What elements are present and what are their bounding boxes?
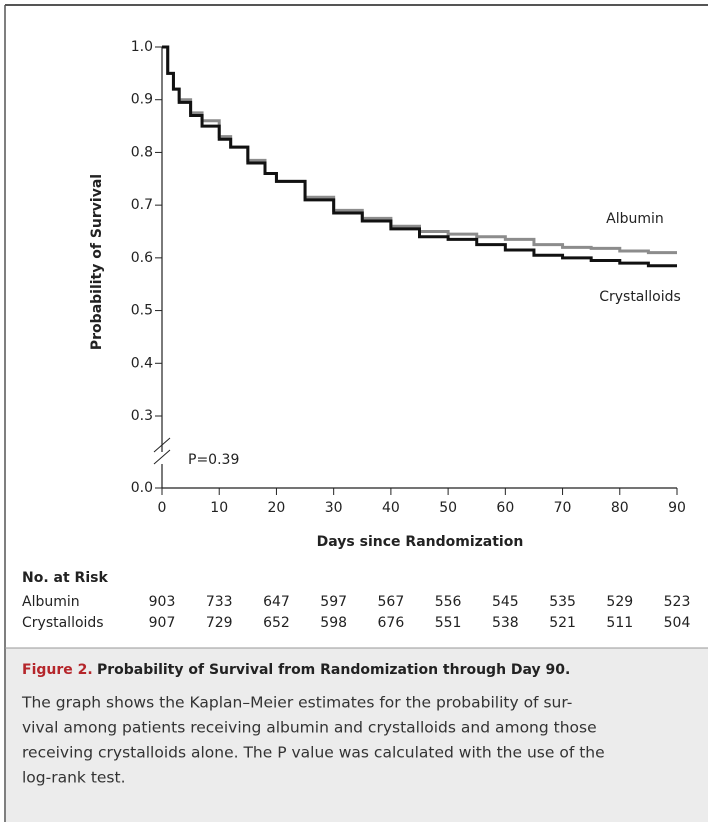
caption-label: Figure 2.	[22, 662, 93, 678]
y-tick-label: 0.7	[131, 197, 153, 213]
risk-value: 652	[263, 615, 290, 631]
axis-break	[153, 437, 171, 453]
y-tick-label: 0.0	[131, 480, 153, 496]
x-tick-label: 20	[268, 500, 286, 516]
caption-text: vival among patients receiving albumin a…	[22, 719, 597, 737]
x-tick-label: 90	[668, 500, 686, 516]
x-tick-label: 0	[158, 500, 167, 516]
risk-value: 545	[492, 594, 519, 610]
risk-value: 523	[664, 594, 691, 610]
risk-row-name: Albumin	[22, 594, 80, 610]
risk-value: 733	[206, 594, 233, 610]
caption-box	[6, 648, 708, 822]
x-tick-label: 70	[554, 500, 572, 516]
risk-value: 511	[606, 615, 633, 631]
risk-title: No. at Risk	[22, 570, 108, 586]
series-label: Crystalloids	[599, 289, 681, 305]
y-tick-label: 0.4	[131, 355, 153, 371]
caption-title: Probability of Survival from Randomizati…	[97, 662, 570, 678]
y-tick-label: 0.9	[131, 92, 153, 108]
risk-value: 729	[206, 615, 233, 631]
risk-value: 567	[378, 594, 405, 610]
risk-value: 504	[664, 615, 691, 631]
survival-curve	[162, 45, 677, 255]
risk-value: 529	[606, 594, 633, 610]
y-tick-label: 0.6	[131, 250, 153, 266]
caption-text: receiving crystalloids alone. The P valu…	[22, 744, 605, 762]
risk-value: 551	[435, 615, 462, 631]
risk-value: 521	[549, 615, 576, 631]
risk-value: 538	[492, 615, 519, 631]
p-value: P=0.39	[188, 452, 239, 468]
y-axis-title: Probability of Survival	[89, 174, 105, 350]
x-tick-label: 50	[439, 500, 457, 516]
survival-curve	[162, 45, 677, 268]
caption-text: log-rank test.	[22, 769, 126, 787]
axis-break	[153, 449, 171, 465]
x-tick-label: 40	[382, 500, 400, 516]
risk-value: 647	[263, 594, 290, 610]
risk-value: 597	[320, 594, 347, 610]
x-tick-label: 60	[496, 500, 514, 516]
risk-value: 598	[320, 615, 347, 631]
y-tick-label: 0.3	[131, 408, 153, 424]
caption-text: The graph shows the Kaplan–Meier estimat…	[21, 694, 572, 712]
y-tick-label: 1.0	[131, 39, 153, 55]
x-tick-label: 30	[325, 500, 343, 516]
risk-row-name: Crystalloids	[22, 615, 104, 631]
x-tick-label: 80	[611, 500, 629, 516]
series-label: Albumin	[606, 211, 664, 227]
risk-value: 903	[149, 594, 176, 610]
risk-value: 535	[549, 594, 576, 610]
y-tick-label: 0.8	[131, 144, 153, 160]
y-tick-label: 0.5	[131, 303, 153, 319]
x-axis-title: Days since Randomization	[317, 534, 524, 550]
risk-value: 907	[149, 615, 176, 631]
x-tick-label: 10	[210, 500, 228, 516]
risk-value: 556	[435, 594, 462, 610]
risk-value: 676	[378, 615, 405, 631]
